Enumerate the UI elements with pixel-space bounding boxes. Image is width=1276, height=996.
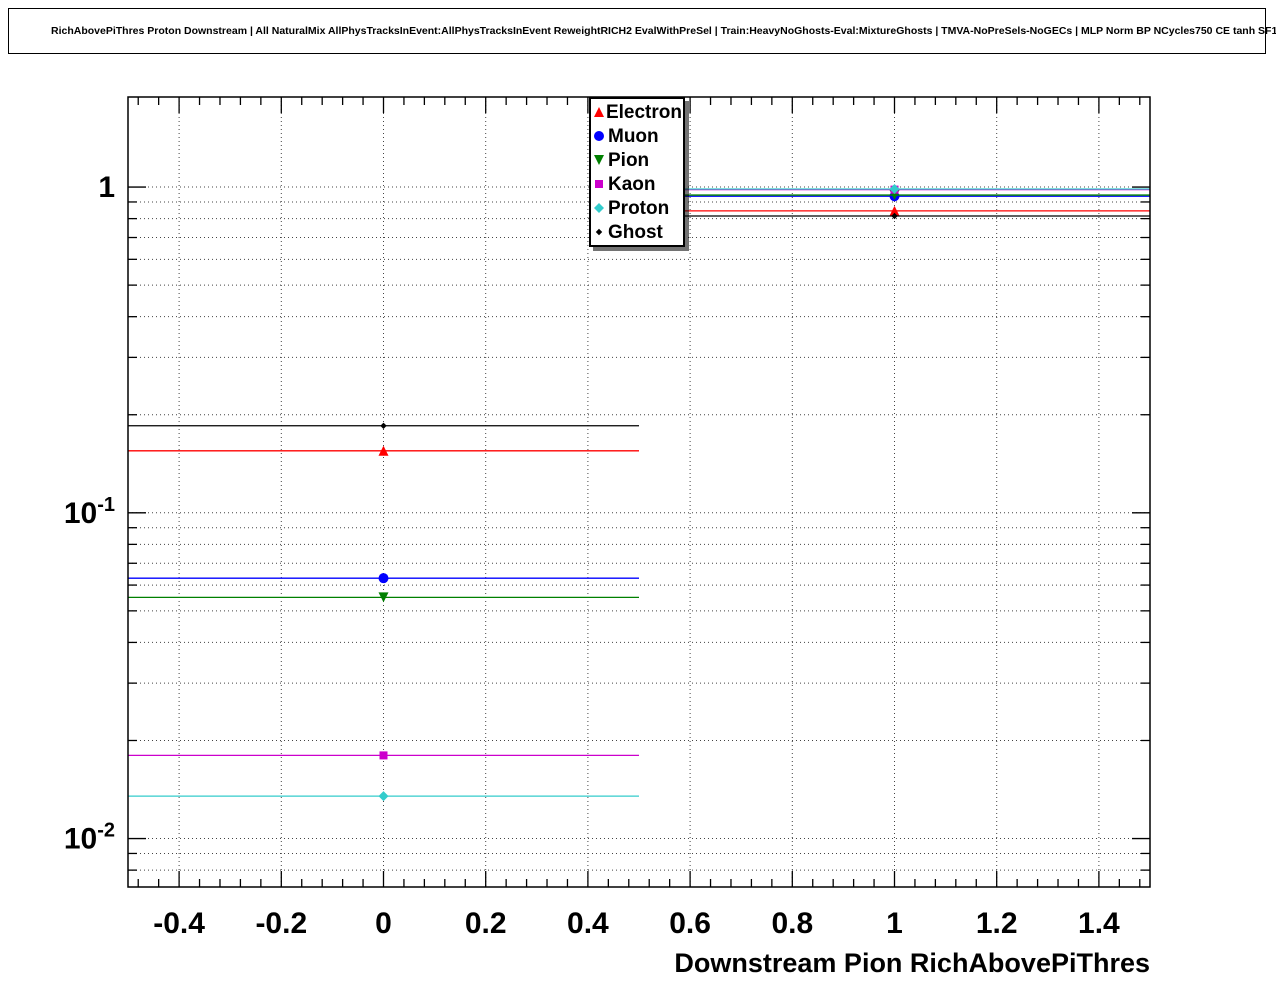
legend-item-muon: Muon	[591, 124, 683, 148]
x-tick-labels: -0.4 -0.2 0 0.2 0.4 0.6 0.8 1 1.2 1.4	[153, 907, 1120, 940]
series-electron	[128, 205, 1150, 456]
x-axis-title: Downstream Pion RichAbovePiThres	[674, 948, 1150, 978]
legend-label-proton: Proton	[608, 197, 670, 219]
legend-label-electron: Electron	[605, 101, 682, 123]
legend-marker-ghost-icon	[595, 228, 603, 236]
legend-item-ghost: Ghost	[591, 220, 683, 244]
svg-text:0.8: 0.8	[771, 907, 813, 940]
svg-text:10-1: 10-1	[64, 494, 115, 530]
svg-text:0: 0	[375, 907, 392, 940]
legend-marker-pion-icon	[594, 155, 604, 165]
legend-label-ghost: Ghost	[608, 221, 663, 243]
legend-label-kaon: Kaon	[608, 173, 656, 195]
legend-marker-kaon-icon	[595, 180, 603, 188]
series-proton	[128, 183, 1150, 802]
legend-label-muon: Muon	[608, 125, 659, 147]
svg-text:1: 1	[98, 171, 115, 204]
svg-text:1: 1	[886, 907, 903, 940]
svg-text:0.2: 0.2	[465, 907, 507, 940]
legend-item-kaon: Kaon	[591, 172, 683, 196]
legend-item-proton: Proton	[591, 196, 683, 220]
svg-text:-0.4: -0.4	[153, 907, 205, 940]
series-muon	[128, 191, 1150, 584]
legend-item-electron: Electron	[591, 100, 683, 124]
svg-text:0.4: 0.4	[567, 907, 609, 940]
series-pion	[128, 190, 1150, 603]
legend-label-pion: Pion	[608, 149, 650, 171]
y-tick-labels: 1 10-1 10-2	[64, 171, 115, 855]
legend-marker-electron-icon	[594, 107, 604, 117]
axis-ticks	[128, 97, 1150, 887]
plot-title: RichAbovePiThres Proton Downstream | All…	[51, 25, 1276, 37]
svg-text:10-2: 10-2	[64, 820, 115, 856]
svg-text:0.6: 0.6	[669, 907, 711, 940]
legend-marker-muon-icon	[594, 131, 604, 141]
svg-text:-0.2: -0.2	[255, 907, 307, 940]
svg-text:1.2: 1.2	[976, 907, 1018, 940]
legend: Electron Muon Pion Kaon Proton Ghost	[589, 97, 685, 247]
series-ghost	[128, 212, 1150, 429]
legend-marker-proton-icon	[594, 203, 604, 213]
title-pave: RichAbovePiThres Proton Downstream | All…	[8, 8, 1276, 54]
legend-item-pion: Pion	[591, 148, 683, 172]
svg-text:1.4: 1.4	[1078, 907, 1120, 940]
